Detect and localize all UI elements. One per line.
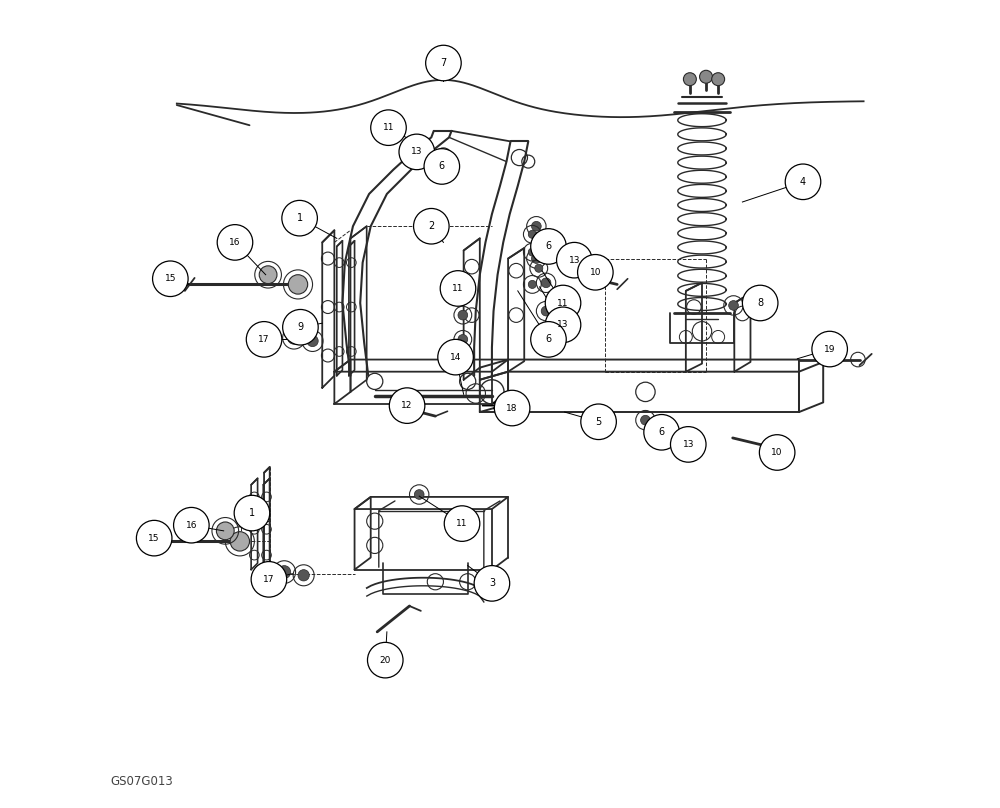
Text: 3: 3: [489, 579, 495, 588]
Circle shape: [458, 286, 468, 296]
Text: 1: 1: [297, 213, 303, 223]
Text: 11: 11: [383, 123, 394, 133]
Circle shape: [581, 404, 616, 440]
Circle shape: [458, 310, 468, 320]
Circle shape: [532, 254, 541, 263]
Circle shape: [528, 248, 536, 256]
Circle shape: [729, 301, 738, 310]
Circle shape: [535, 264, 543, 272]
Circle shape: [217, 225, 253, 260]
Circle shape: [389, 388, 425, 423]
Text: 7: 7: [440, 58, 447, 68]
Text: 13: 13: [411, 147, 423, 157]
Text: 12: 12: [401, 401, 413, 410]
Circle shape: [528, 280, 536, 288]
Circle shape: [288, 275, 308, 294]
Circle shape: [278, 566, 291, 579]
Circle shape: [683, 73, 696, 86]
Circle shape: [399, 134, 435, 170]
Text: 10: 10: [590, 267, 601, 277]
Text: 16: 16: [186, 520, 197, 530]
Text: 1: 1: [249, 508, 255, 518]
Circle shape: [307, 335, 318, 347]
Circle shape: [371, 110, 406, 145]
Circle shape: [531, 229, 566, 264]
Circle shape: [216, 522, 234, 540]
Circle shape: [414, 490, 424, 499]
Circle shape: [287, 331, 300, 344]
Text: 11: 11: [456, 519, 468, 528]
Circle shape: [234, 495, 270, 531]
Text: 14: 14: [450, 352, 461, 362]
Circle shape: [532, 221, 541, 231]
Circle shape: [259, 266, 277, 284]
Text: 6: 6: [659, 427, 665, 437]
Circle shape: [153, 261, 188, 297]
Text: 5: 5: [595, 417, 602, 427]
Circle shape: [494, 390, 530, 426]
Circle shape: [440, 271, 476, 306]
Circle shape: [812, 331, 847, 367]
Circle shape: [298, 570, 309, 581]
Circle shape: [545, 307, 581, 343]
Circle shape: [246, 322, 282, 357]
Circle shape: [541, 306, 551, 316]
Text: 13: 13: [569, 255, 580, 265]
Text: 13: 13: [557, 320, 569, 330]
Circle shape: [528, 230, 536, 238]
Circle shape: [431, 158, 439, 166]
Circle shape: [414, 208, 449, 244]
Text: 19: 19: [824, 344, 835, 354]
Text: 20: 20: [380, 655, 391, 665]
Circle shape: [426, 45, 461, 81]
Text: 11: 11: [557, 298, 569, 308]
Circle shape: [444, 506, 480, 541]
Text: 16: 16: [229, 238, 241, 247]
Circle shape: [700, 70, 713, 83]
Text: 13: 13: [683, 440, 694, 449]
Circle shape: [578, 255, 613, 290]
Circle shape: [641, 415, 650, 425]
Text: 10: 10: [771, 448, 783, 457]
Text: 18: 18: [506, 403, 518, 413]
Circle shape: [670, 427, 706, 462]
Text: 8: 8: [757, 298, 763, 308]
Circle shape: [712, 73, 725, 86]
Text: 2: 2: [428, 221, 434, 231]
Circle shape: [785, 164, 821, 200]
Text: 6: 6: [439, 162, 445, 171]
Circle shape: [557, 242, 592, 278]
Circle shape: [438, 339, 473, 375]
Text: 11: 11: [452, 284, 464, 293]
Circle shape: [458, 335, 468, 344]
Circle shape: [230, 532, 250, 551]
Text: 6: 6: [545, 335, 552, 344]
Circle shape: [759, 435, 795, 470]
Circle shape: [531, 322, 566, 357]
Circle shape: [282, 200, 317, 236]
Circle shape: [657, 423, 666, 433]
Circle shape: [439, 152, 447, 160]
Text: 4: 4: [800, 177, 806, 187]
Text: 15: 15: [148, 533, 160, 543]
Text: 15: 15: [165, 274, 176, 284]
Text: 17: 17: [258, 335, 270, 344]
Circle shape: [251, 562, 287, 597]
Circle shape: [174, 507, 209, 543]
Circle shape: [424, 149, 460, 184]
Circle shape: [644, 415, 679, 450]
Text: 6: 6: [545, 242, 552, 251]
Circle shape: [136, 520, 172, 556]
Circle shape: [367, 642, 403, 678]
Text: 9: 9: [297, 322, 303, 332]
Text: 17: 17: [263, 574, 275, 584]
Circle shape: [474, 566, 510, 601]
Circle shape: [742, 285, 778, 321]
Circle shape: [545, 285, 581, 321]
Text: GS07G013: GS07G013: [111, 775, 173, 788]
Circle shape: [283, 309, 318, 345]
Circle shape: [541, 278, 551, 288]
